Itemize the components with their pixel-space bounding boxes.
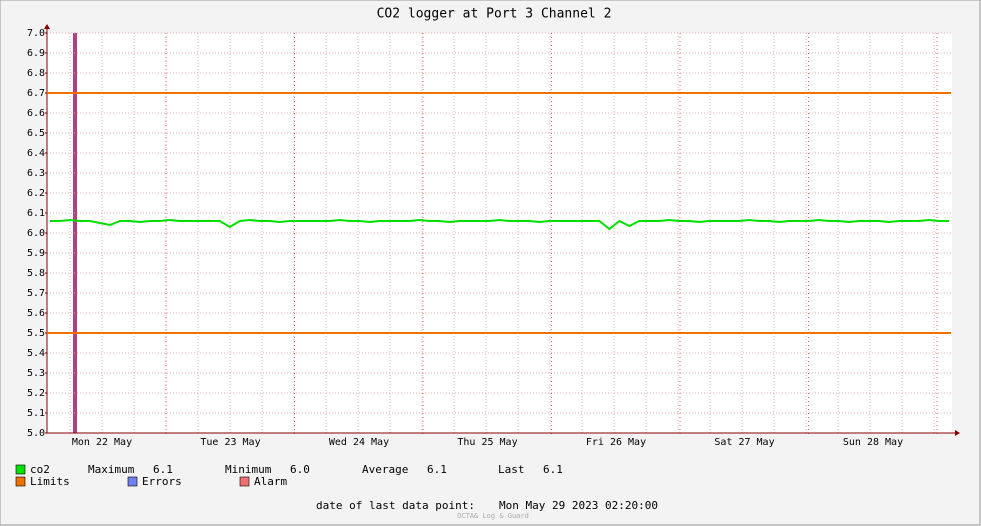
- x-tick-label: Tue 23 May: [200, 437, 260, 448]
- stat-value: 6.1: [543, 463, 563, 476]
- credit: OCTA& Log & Guard: [457, 512, 529, 520]
- y-tick-label: 6.8: [27, 68, 45, 79]
- chart-title: CO2 logger at Port 3 Channel 2: [377, 7, 612, 22]
- stat-name: Minimum: [225, 463, 272, 476]
- y-tick-label: 6.1: [27, 208, 45, 219]
- legend-swatch: [239, 476, 250, 487]
- legend-label: Errors: [142, 475, 182, 488]
- y-tick-label: 7.0: [27, 28, 45, 39]
- y-tick-label: 6.0: [27, 228, 45, 239]
- footer: date of last data point:: [316, 499, 475, 512]
- y-tick-label: 5.5: [27, 328, 45, 339]
- y-tick-label: 6.3: [27, 168, 45, 179]
- stat-name: Maximum: [88, 463, 135, 476]
- y-tick-label: 5.7: [27, 288, 45, 299]
- y-tick-label: 6.2: [27, 188, 45, 199]
- x-tick-label: Sat 27 May: [714, 437, 774, 448]
- x-tick-label: Fri 26 May: [586, 437, 646, 448]
- last-date: Mon May 29 2023 02:20:00: [499, 499, 658, 512]
- legend-label: Limits: [30, 475, 70, 488]
- y-tick-label: 5.2: [27, 388, 45, 399]
- x-tick-label: Mon 22 May: [72, 437, 132, 448]
- stat-name: Last: [498, 463, 525, 476]
- co2-line: [50, 218, 949, 231]
- legend-swatch: [15, 476, 26, 487]
- stat-value: 6.1: [153, 463, 173, 476]
- y-tick-label: 5.0: [27, 428, 45, 439]
- y-tick-label: 5.1: [27, 408, 45, 419]
- x-tick-label: Thu 25 May: [457, 437, 517, 448]
- stat-name: Average: [362, 463, 408, 476]
- y-tick-label: 5.6: [27, 308, 45, 319]
- stat-value: 6.1: [427, 463, 447, 476]
- y-tick-label: 6.9: [27, 48, 45, 59]
- y-tick-label: 5.8: [27, 268, 45, 279]
- axis-arrow: [955, 430, 960, 436]
- legend-swatch: [127, 476, 138, 487]
- y-tick-label: 6.5: [27, 128, 45, 139]
- y-tick-label: 5.4: [27, 348, 45, 359]
- y-tick-label: 6.6: [27, 108, 45, 119]
- y-tick-label: 5.3: [27, 368, 45, 379]
- legend-label: co2: [30, 463, 50, 476]
- legend-swatch: [15, 464, 26, 475]
- y-tick-label: 6.7: [27, 88, 45, 99]
- legend-label: Alarm: [254, 475, 287, 488]
- y-tick-label: 5.9: [27, 248, 45, 259]
- y-tick-label: 6.4: [27, 148, 45, 159]
- axis-arrow: [44, 24, 50, 29]
- stat-value: 6.0: [290, 463, 310, 476]
- x-tick-label: Sun 28 May: [843, 437, 903, 448]
- x-tick-label: Wed 24 May: [329, 437, 389, 448]
